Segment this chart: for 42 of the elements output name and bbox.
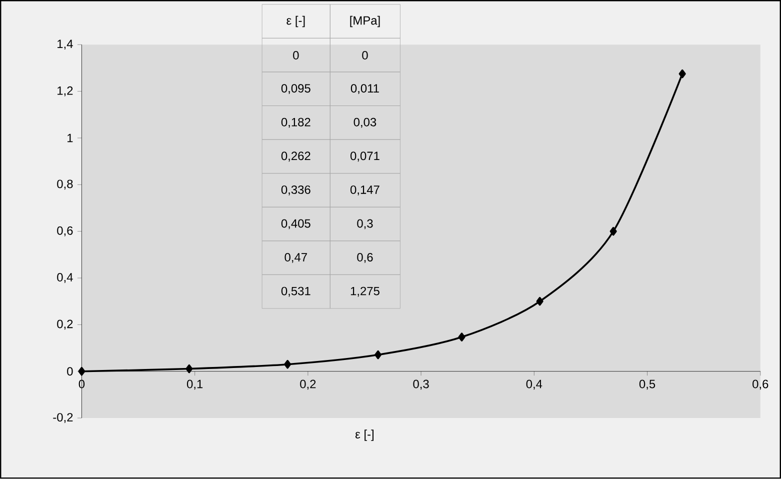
point bbox=[536, 297, 544, 306]
point bbox=[374, 350, 382, 360]
annotation: 0,47 bbox=[284, 253, 307, 264]
y-tick-label: 1,2 bbox=[58, 86, 73, 96]
x-axis-title: ε [-] bbox=[355, 430, 374, 441]
x-tick-label: 0,6 bbox=[752, 380, 768, 390]
y-tick-label: 0 bbox=[67, 367, 73, 376]
text: 1,275 bbox=[350, 286, 380, 297]
annotation: 0,531 bbox=[281, 286, 310, 297]
y-tick-label: -0,2 bbox=[53, 413, 73, 424]
x-tick-label: 0,4 bbox=[526, 380, 542, 390]
y-tick-label: 0,8 bbox=[57, 180, 73, 190]
text: [MPa] bbox=[350, 16, 380, 28]
text: 0,011 bbox=[350, 84, 379, 94]
text: 0,071 bbox=[350, 152, 380, 162]
point bbox=[678, 70, 686, 78]
point bbox=[610, 227, 617, 236]
annotation: 0,262 bbox=[281, 152, 310, 162]
y-tick-label: 0,6 bbox=[57, 226, 73, 236]
annotation: 0,336 bbox=[281, 186, 310, 196]
text: 0,6 bbox=[357, 253, 373, 264]
text: 0 bbox=[362, 51, 368, 60]
text: 0,3 bbox=[357, 219, 373, 230]
y-tick-label: 0,2 bbox=[57, 320, 73, 330]
point bbox=[186, 364, 193, 374]
x-tick-label: 0,2 bbox=[300, 380, 316, 390]
x-tick-label: 0,1 bbox=[186, 380, 203, 390]
point bbox=[458, 332, 466, 342]
text: ε [-] bbox=[286, 16, 305, 28]
annotation: 0 bbox=[293, 51, 299, 60]
x-tick-label: 0,5 bbox=[639, 380, 656, 390]
point bbox=[284, 360, 292, 369]
point bbox=[78, 367, 86, 376]
x-tick-label: 0,3 bbox=[413, 380, 429, 390]
annotation: 0,095 bbox=[281, 84, 310, 94]
annotation: 0,405 bbox=[281, 219, 310, 230]
y-tick-label: 0,4 bbox=[57, 273, 73, 284]
text: 0,147 bbox=[350, 186, 380, 196]
y-tick-label: 1,4 bbox=[58, 40, 73, 50]
text: 0,03 bbox=[354, 118, 376, 128]
y-tick-label: 1 bbox=[68, 134, 73, 142]
annotation: 0,182 bbox=[281, 118, 310, 128]
